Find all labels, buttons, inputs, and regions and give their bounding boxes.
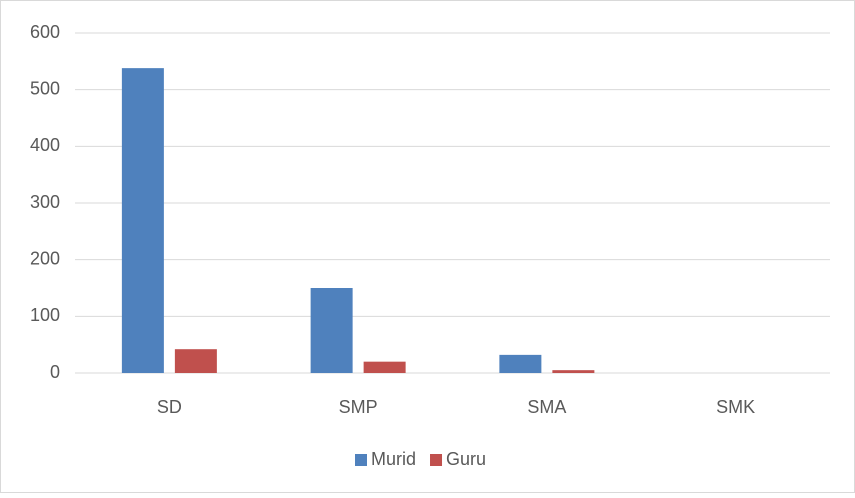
bar [121, 68, 164, 373]
y-tick-label: 200 [30, 248, 60, 268]
x-tick-label: SMK [716, 397, 755, 417]
legend-swatch [430, 454, 443, 466]
y-tick-label: 400 [30, 135, 60, 155]
y-tick-label: 0 [50, 362, 60, 382]
legend-label: Murid [371, 449, 416, 469]
bar [499, 354, 542, 373]
bar [310, 288, 353, 373]
y-tick-label: 600 [30, 22, 60, 42]
x-tick-label: SMP [339, 397, 378, 417]
y-tick-label: 100 [30, 305, 60, 325]
x-tick-label: SD [157, 397, 182, 417]
bar [174, 349, 217, 373]
bar [363, 361, 406, 373]
bar [552, 370, 595, 373]
y-tick-label: 500 [30, 78, 60, 98]
y-tick-label: 300 [30, 192, 60, 212]
x-tick-label: SMA [527, 397, 566, 417]
legend-swatch [355, 454, 367, 466]
legend-label: Guru [446, 449, 486, 469]
